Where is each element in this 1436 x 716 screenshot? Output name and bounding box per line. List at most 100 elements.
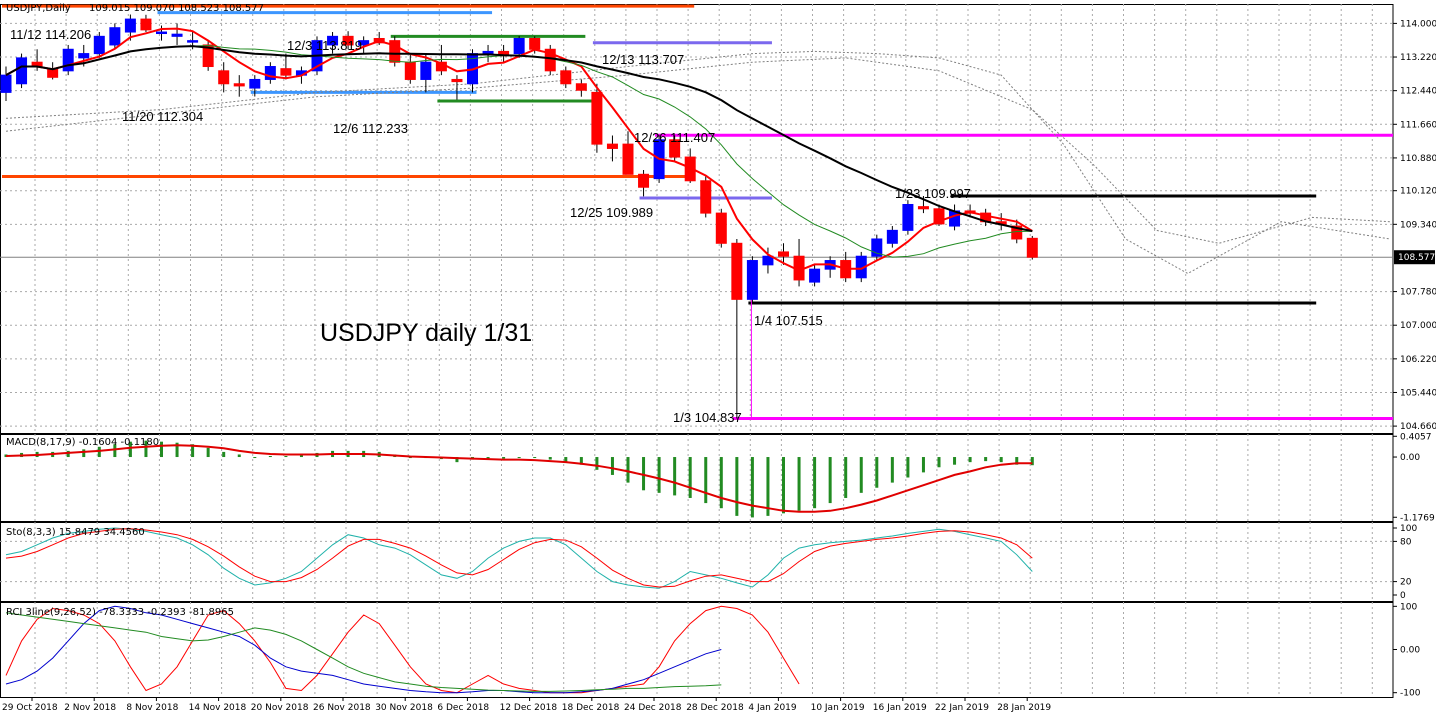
candle-body — [529, 37, 541, 50]
macd-bar — [517, 457, 521, 459]
candle-body — [404, 61, 416, 80]
candle-body — [778, 251, 789, 257]
candle-body — [715, 212, 727, 244]
macd-bar — [82, 449, 86, 458]
candle-body — [560, 70, 572, 85]
candle-body — [358, 40, 370, 46]
candle-body — [575, 83, 587, 91]
macd-bar — [1030, 457, 1034, 466]
candle-body — [249, 78, 261, 89]
macd-bar — [704, 457, 708, 504]
annotation-a8: 1/23 109.997 — [895, 186, 971, 201]
candle-body — [669, 139, 681, 158]
price-tick-label: 107.000 — [1400, 321, 1436, 331]
macd-bar — [766, 457, 770, 516]
candle-body — [622, 143, 634, 175]
candle-body — [762, 255, 774, 266]
price-tick-label: 109.340 — [1400, 220, 1436, 230]
macd-bar — [548, 457, 552, 460]
time-tick-label: 14 Nov 2018 — [189, 703, 247, 713]
rci-series-rci9 — [5, 605, 800, 694]
rci-series-rci52 — [5, 612, 722, 692]
macd-bar — [237, 454, 241, 458]
price-tick-label: 106.220 — [1400, 355, 1436, 365]
candle-body — [544, 48, 556, 72]
macd-bar — [97, 446, 101, 458]
rci-tick-label: 100 — [1400, 602, 1417, 612]
macd-bar — [610, 457, 614, 475]
macd-bar — [626, 457, 630, 483]
macd-bar — [844, 457, 848, 498]
macd-bar — [719, 457, 723, 509]
candle-body — [746, 260, 758, 300]
time-tick-label: 8 Nov 2018 — [126, 703, 178, 713]
macd-bar — [564, 457, 568, 463]
annotation-a1: 11/12 114.206 — [10, 27, 91, 42]
price-tick-label: 113.220 — [1400, 53, 1436, 63]
candle-body — [389, 40, 401, 63]
candle-body — [218, 70, 230, 85]
rci-label: RCI 3line(9,26,52) -78.3333 -0.2393 -81.… — [6, 607, 234, 618]
candle-body — [0, 74, 12, 93]
macd-bar — [688, 457, 692, 498]
macd-bar — [813, 457, 817, 509]
candle-body — [606, 143, 618, 149]
candle-body — [809, 268, 821, 283]
cloud-span-a — [5, 50, 1391, 275]
macd-tick-label: 0.4057 — [1400, 432, 1432, 442]
macd-bar — [859, 457, 863, 493]
annotation-a7: 12/25 109.989 — [570, 205, 653, 220]
candle-body — [933, 208, 945, 225]
macd-bar — [144, 440, 148, 458]
annotation-a4: 12/6 112.233 — [333, 121, 408, 136]
macd-bar — [533, 457, 537, 459]
macd-bar — [299, 455, 303, 458]
current-price-label: 108.577 — [1398, 253, 1435, 263]
grid — [0, 4, 1394, 698]
time-axis: 29 Oct 2018 2 Nov 2018 8 Nov 2018 14 Nov 20… — [2, 697, 1051, 713]
macd-bar — [984, 457, 988, 462]
macd-bar — [937, 457, 941, 468]
macd-bar — [735, 457, 739, 516]
sto-tick-label: 80 — [1400, 537, 1412, 547]
time-tick-label: 2 Nov 2018 — [64, 703, 116, 713]
candle-body — [233, 83, 245, 87]
macd-bar — [66, 450, 70, 458]
macd-bar — [906, 457, 910, 478]
macd-bar — [486, 457, 490, 459]
macd-signal-line — [5, 444, 1033, 513]
time-tick-label: 18 Dec 2018 — [562, 703, 620, 713]
sto-tick-label: 0 — [1400, 591, 1406, 601]
ichimoku-cloud — [5, 50, 1391, 275]
time-tick-label: 29 Oct 2018 — [2, 703, 58, 713]
rci-tick-label: 0.00 — [1400, 646, 1420, 656]
macd-bar — [1015, 457, 1019, 465]
candle-body — [731, 242, 743, 300]
rci-indicator — [5, 605, 800, 694]
price-tick-label: 107.780 — [1400, 288, 1436, 298]
candle-body — [327, 35, 339, 46]
chart-overlay-title: USDJPY daily 1/31 — [320, 319, 532, 347]
macd-indicator — [4, 440, 1034, 518]
macd-bar — [408, 457, 412, 459]
candle-body — [93, 35, 105, 55]
macd-bar — [128, 441, 132, 458]
macd-bar — [191, 444, 195, 458]
macd-bar — [502, 457, 506, 459]
macd-bar — [797, 457, 801, 511]
macd-bar — [175, 442, 179, 458]
macd-bar — [968, 457, 972, 463]
candle-body — [871, 238, 883, 257]
annotation-a6: 12/26 111.407 — [634, 130, 715, 145]
candle-body — [638, 173, 650, 188]
time-tick-label: 20 Nov 2018 — [251, 703, 309, 713]
sto-series-d — [5, 528, 1033, 588]
time-tick-label: 4 Jan 2019 — [748, 703, 796, 713]
header-symbol: USDJPY,Daily — [6, 3, 71, 14]
candle-body — [917, 206, 929, 210]
current-price-box — [1394, 250, 1435, 265]
annotations: USDJPY,Daily 109.015 109.070 108.523 108… — [6, 3, 971, 618]
candle-body — [78, 53, 90, 59]
candle-body — [342, 35, 354, 46]
